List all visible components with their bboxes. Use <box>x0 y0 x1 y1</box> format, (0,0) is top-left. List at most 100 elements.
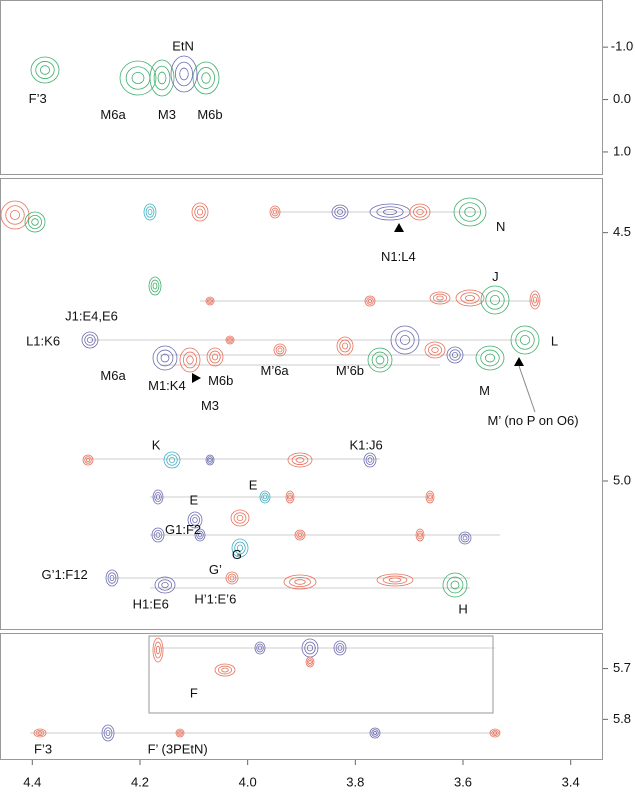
peak-label: L <box>551 333 558 348</box>
contour-blob <box>143 203 157 221</box>
peak-label: K1:J6 <box>349 438 382 453</box>
contour-blob <box>85 457 91 463</box>
contour-blob <box>259 490 271 504</box>
contour-blob <box>154 491 162 503</box>
contour-blob <box>148 276 162 296</box>
contour-blob <box>492 731 498 735</box>
contour-blob <box>532 296 538 304</box>
contour-blob <box>426 492 434 502</box>
contour-blob <box>464 206 476 218</box>
contour-blob <box>367 457 373 463</box>
y-tick-label: 5.8 <box>613 711 631 726</box>
contour-blob <box>81 331 99 349</box>
contour-blob <box>205 454 215 466</box>
contour-blob <box>288 494 292 500</box>
contour-blob <box>275 345 285 355</box>
contour-blob <box>333 640 347 656</box>
contour-blob <box>5 205 25 225</box>
contour-blob <box>170 55 198 93</box>
peak-label: M’ (no P on O6) <box>487 413 578 428</box>
peak-label: M6a <box>100 107 126 122</box>
contour-blob <box>30 56 60 84</box>
contour-blob <box>375 355 385 365</box>
contour-blob <box>86 336 94 344</box>
peak-label: M3 <box>158 107 176 122</box>
contour-blob <box>103 727 113 739</box>
peak-label: J1:E4,E6 <box>65 309 118 324</box>
contour-blob <box>101 724 115 742</box>
contour-blob <box>446 576 464 594</box>
contour-blob <box>269 205 281 219</box>
contour-blob <box>152 345 178 371</box>
contour-blob <box>367 298 373 304</box>
contour-blob <box>460 533 470 543</box>
contour-blob <box>236 544 244 552</box>
peak-label: G’ <box>209 562 222 577</box>
contour-blob <box>304 641 316 655</box>
y-tick-label: 0.0 <box>613 91 631 106</box>
contour-blob <box>262 494 268 500</box>
contour-blob <box>341 342 349 350</box>
arrow <box>514 357 524 366</box>
contour-blob <box>186 355 194 365</box>
panel-frame <box>0 633 603 760</box>
contour-blob <box>37 731 43 735</box>
contour-blob <box>194 205 206 219</box>
peak-label: G <box>232 547 242 562</box>
contour-blob <box>273 343 287 357</box>
contour-blob <box>256 643 264 653</box>
contour-blob <box>125 66 151 90</box>
contour-blob <box>277 347 283 353</box>
contour-blob <box>208 299 212 303</box>
contour-blob <box>206 297 214 305</box>
contour-blob <box>156 349 174 367</box>
contour-blob <box>271 207 279 217</box>
contour-blob <box>168 456 176 464</box>
contour-blob <box>206 456 214 464</box>
contour-blob <box>107 572 117 584</box>
contour-blob <box>424 341 446 359</box>
contour-blob <box>228 338 232 342</box>
contour-blob <box>150 279 160 293</box>
contour-blob <box>367 347 393 373</box>
contour-blob <box>363 452 377 468</box>
contour-blob <box>334 206 346 218</box>
contour-blob <box>416 530 424 540</box>
contour-blob <box>175 61 193 87</box>
contour-blob <box>205 296 215 306</box>
contour-blob <box>163 451 181 469</box>
contour-blob <box>155 494 161 500</box>
contour-blob <box>233 512 247 524</box>
contour-blob <box>231 538 249 558</box>
contour-blob <box>442 572 468 598</box>
contour-blob <box>388 577 402 583</box>
contour-blob <box>283 574 317 590</box>
peak-label: N <box>496 219 505 234</box>
contour-blob <box>409 203 431 221</box>
contour-blob <box>179 67 189 81</box>
contour-blob <box>227 573 237 583</box>
contour-blob <box>395 330 415 350</box>
contour-blob <box>27 214 42 229</box>
contour-blob <box>189 514 201 526</box>
contour-blob <box>412 206 427 218</box>
contour-blob <box>236 514 244 522</box>
peak-label: L1:K6 <box>26 333 60 348</box>
contour-blob <box>529 290 541 310</box>
contour-blob <box>372 730 378 736</box>
contour-blob <box>365 454 375 466</box>
contour-blob <box>149 59 175 97</box>
contour-blob <box>234 541 246 555</box>
contour-blob <box>285 490 295 504</box>
contour-blob <box>519 334 531 346</box>
contour-blob <box>157 71 167 85</box>
contour-blob <box>194 528 206 542</box>
arrow <box>394 223 404 232</box>
peak-label: M1:K4 <box>148 378 186 393</box>
contour-blob <box>428 494 432 500</box>
contour-blob <box>257 645 263 651</box>
contour-blob <box>297 532 303 538</box>
peak-label: M6a <box>100 368 126 383</box>
contour-blob <box>291 454 309 466</box>
contour-blob <box>84 334 96 346</box>
